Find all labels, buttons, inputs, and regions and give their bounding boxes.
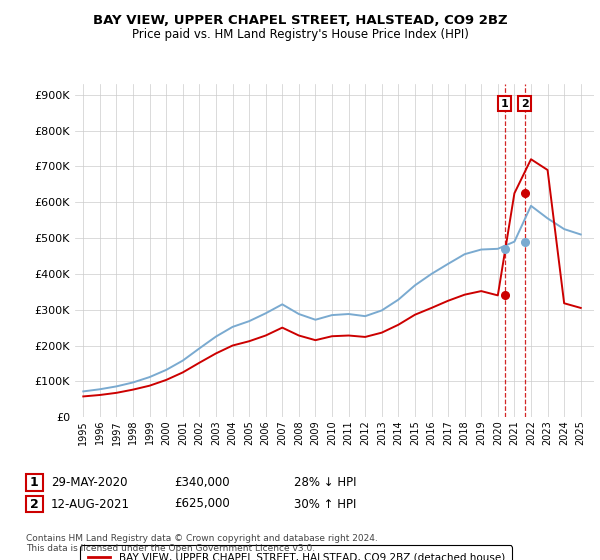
- Text: 29-MAY-2020: 29-MAY-2020: [51, 476, 128, 489]
- Text: 28% ↓ HPI: 28% ↓ HPI: [294, 476, 356, 489]
- Text: 1: 1: [501, 99, 509, 109]
- Text: £625,000: £625,000: [174, 497, 230, 511]
- Text: BAY VIEW, UPPER CHAPEL STREET, HALSTEAD, CO9 2BZ: BAY VIEW, UPPER CHAPEL STREET, HALSTEAD,…: [92, 14, 508, 27]
- Text: 2: 2: [30, 497, 38, 511]
- Legend: BAY VIEW, UPPER CHAPEL STREET, HALSTEAD, CO9 2BZ (detached house), HPI: Average : BAY VIEW, UPPER CHAPEL STREET, HALSTEAD,…: [80, 545, 512, 560]
- Text: 12-AUG-2021: 12-AUG-2021: [51, 497, 130, 511]
- Text: 30% ↑ HPI: 30% ↑ HPI: [294, 497, 356, 511]
- Text: 2: 2: [521, 99, 529, 109]
- Text: 1: 1: [30, 476, 38, 489]
- Text: Price paid vs. HM Land Registry's House Price Index (HPI): Price paid vs. HM Land Registry's House …: [131, 28, 469, 41]
- Text: £340,000: £340,000: [174, 476, 230, 489]
- Text: Contains HM Land Registry data © Crown copyright and database right 2024.
This d: Contains HM Land Registry data © Crown c…: [26, 534, 377, 553]
